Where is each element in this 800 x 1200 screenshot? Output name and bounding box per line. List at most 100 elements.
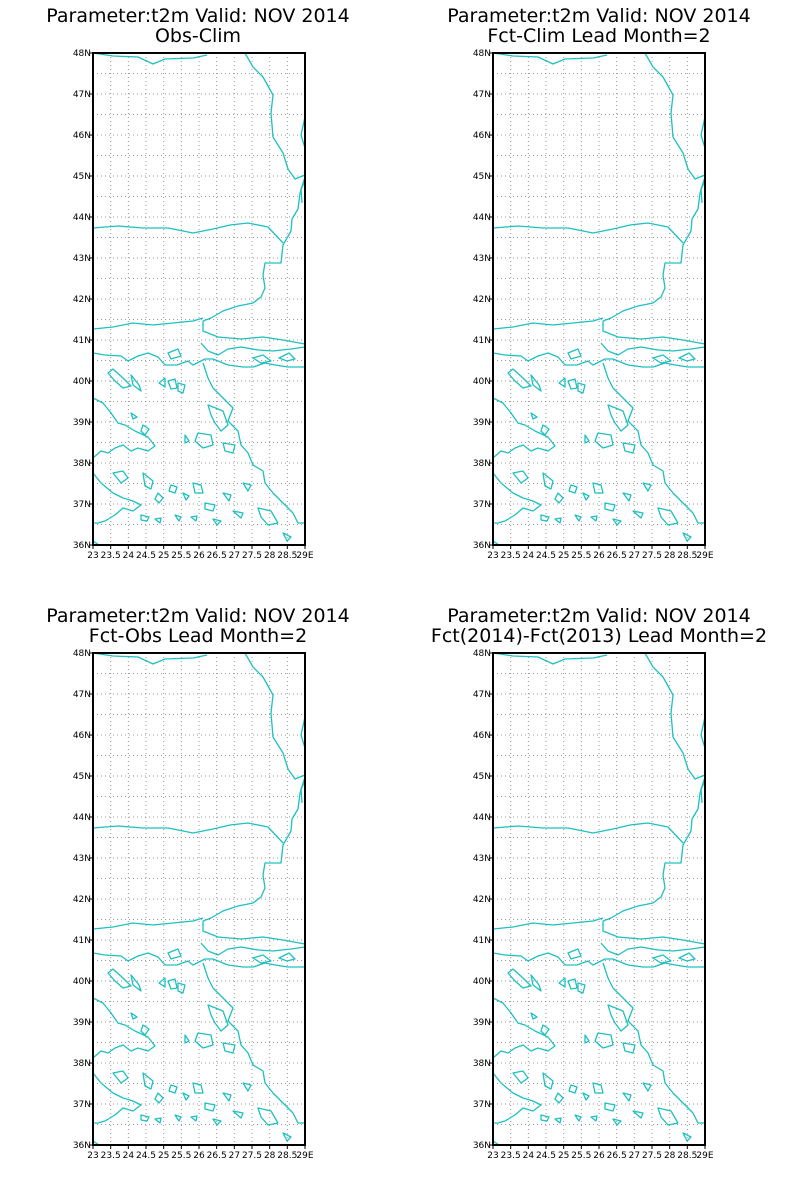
map-area: 48N47N46N45N44N43N42N41N40N39N38N37N36N2…: [473, 649, 714, 1161]
lat-tick-label: 44N: [73, 213, 91, 223]
lon-tick-label: 27: [629, 1151, 640, 1161]
lat-tick-label: 37N: [73, 500, 91, 510]
lat-tick-label: 47N: [473, 90, 491, 100]
lat-tick-label: 46N: [73, 131, 91, 141]
lat-tick-label: 41N: [473, 336, 491, 346]
lat-tick-label: 44N: [473, 813, 491, 823]
lon-tick-label: 23: [87, 1151, 98, 1161]
lon-tick-label: 27.5: [242, 551, 262, 561]
panel-title-line2: Obs-Clim: [155, 25, 241, 47]
lat-tick-label: 41N: [473, 936, 491, 946]
lat-tick-label: 38N: [73, 1059, 91, 1069]
lat-tick-label: 44N: [73, 813, 91, 823]
lon-tick-label: 24: [523, 1151, 535, 1161]
lat-tick-label: 37N: [473, 1100, 491, 1110]
lat-tick-label: 39N: [473, 418, 491, 428]
lon-tick-label: 24: [123, 551, 135, 561]
lat-tick-label: 47N: [73, 90, 91, 100]
lon-tick-label: 23: [487, 551, 498, 561]
lon-tick-label: 28: [664, 551, 676, 561]
lon-tick-label: 28.5: [677, 551, 697, 561]
lon-tick-label: 25.5: [171, 1151, 191, 1161]
lat-tick-label: 45N: [73, 172, 91, 182]
lat-tick-label: 39N: [473, 1018, 491, 1028]
panel-title-line2: Fct-Clim Lead Month=2: [487, 25, 710, 47]
lat-tick-label: 45N: [73, 772, 91, 782]
lon-tick-label: 28: [264, 551, 276, 561]
lon-tick-label: 25.5: [571, 1151, 591, 1161]
lon-tick-label: 25: [558, 551, 569, 561]
lon-tick-label: 25: [158, 1151, 169, 1161]
lon-tick-label: 28: [664, 1151, 676, 1161]
grid-lines: [493, 53, 705, 545]
lon-tick-label: 24.5: [136, 551, 156, 561]
lon-tick-label: 23: [87, 551, 98, 561]
grid-lines: [93, 53, 305, 545]
lat-tick-label: 44N: [473, 213, 491, 223]
lon-tick-label: 23.5: [101, 551, 121, 561]
lon-tick-label: 27: [229, 551, 240, 561]
lon-tick-label: 29E: [696, 551, 713, 561]
lat-tick-label: 45N: [473, 172, 491, 182]
lat-tick-label: 36N: [73, 541, 91, 551]
lon-tick-label: 24: [523, 551, 535, 561]
lon-tick-label: 28: [264, 1151, 276, 1161]
lat-tick-label: 40N: [473, 377, 491, 387]
lon-tick-label: 29E: [696, 1151, 713, 1161]
lat-tick-label: 36N: [473, 1141, 491, 1151]
lon-tick-label: 27.5: [642, 1151, 662, 1161]
lon-tick-label: 25: [158, 551, 169, 561]
lat-tick-label: 47N: [73, 690, 91, 700]
lat-tick-label: 46N: [473, 131, 491, 141]
panel-title-line1: Parameter:t2m Valid: NOV 2014: [46, 605, 349, 627]
lon-tick-label: 29E: [296, 551, 313, 561]
lat-tick-label: 42N: [473, 895, 491, 905]
lat-tick-label: 36N: [473, 541, 491, 551]
lat-tick-label: 48N: [73, 649, 91, 659]
lon-tick-label: 28.5: [277, 1151, 297, 1161]
lat-tick-label: 47N: [473, 690, 491, 700]
lat-tick-label: 43N: [73, 254, 91, 264]
lon-tick-label: 26.5: [207, 1151, 227, 1161]
lat-tick-label: 40N: [473, 977, 491, 987]
panel-title-line1: Parameter:t2m Valid: NOV 2014: [46, 5, 349, 27]
lon-tick-label: 24.5: [536, 551, 556, 561]
lon-tick-label: 29E: [296, 1151, 313, 1161]
lat-tick-label: 38N: [73, 459, 91, 469]
lat-tick-label: 42N: [73, 295, 91, 305]
lat-tick-label: 48N: [473, 649, 491, 659]
lon-tick-label: 26: [593, 551, 605, 561]
lon-tick-label: 24.5: [536, 1151, 556, 1161]
lat-tick-label: 42N: [73, 895, 91, 905]
map-area: 48N47N46N45N44N43N42N41N40N39N38N37N36N2…: [473, 49, 714, 561]
map-panel-4: Parameter:t2m Valid: NOV 2014Fct(2014)-F…: [431, 605, 767, 1161]
lon-tick-label: 26.5: [207, 551, 227, 561]
lat-tick-label: 45N: [473, 772, 491, 782]
lon-tick-label: 25.5: [571, 551, 591, 561]
panel-title-line2: Fct-Obs Lead Month=2: [89, 625, 307, 647]
lon-tick-label: 23.5: [101, 1151, 121, 1161]
lon-tick-label: 28.5: [677, 1151, 697, 1161]
lon-tick-label: 25.5: [171, 551, 191, 561]
lon-tick-label: 25: [558, 1151, 569, 1161]
lat-tick-label: 37N: [473, 500, 491, 510]
lon-tick-label: 23: [487, 1151, 498, 1161]
lat-tick-label: 36N: [73, 1141, 91, 1151]
lat-tick-label: 38N: [473, 459, 491, 469]
lat-tick-label: 41N: [73, 936, 91, 946]
lon-tick-label: 26: [593, 1151, 605, 1161]
grid-lines: [93, 653, 305, 1145]
lat-tick-label: 40N: [73, 377, 91, 387]
lat-tick-label: 48N: [473, 49, 491, 59]
lat-tick-label: 43N: [473, 254, 491, 264]
lon-tick-label: 27.5: [642, 551, 662, 561]
panel-title-line1: Parameter:t2m Valid: NOV 2014: [447, 605, 750, 627]
lon-tick-label: 23.5: [501, 551, 521, 561]
lat-tick-label: 39N: [73, 418, 91, 428]
lon-tick-label: 26.5: [607, 551, 627, 561]
lon-tick-label: 28.5: [277, 551, 297, 561]
